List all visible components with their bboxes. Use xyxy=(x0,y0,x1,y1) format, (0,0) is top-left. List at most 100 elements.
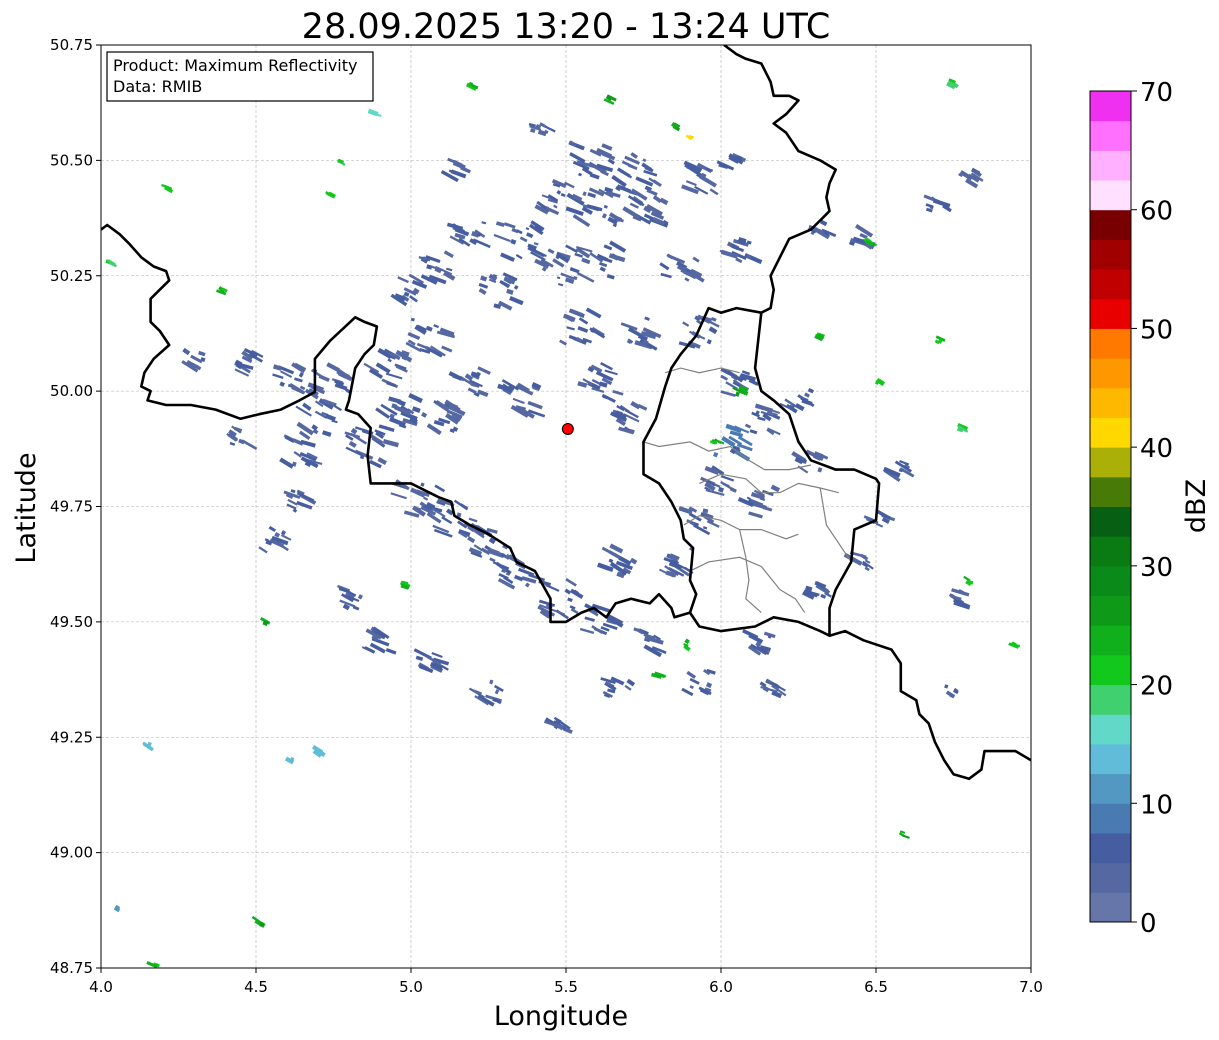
radar-echo xyxy=(706,339,712,345)
radar-echo xyxy=(527,409,546,418)
radar-echo xyxy=(630,400,641,410)
radar-echo xyxy=(694,315,701,322)
radar-echo xyxy=(612,389,624,396)
radar-echo xyxy=(448,402,459,409)
radar-echo xyxy=(624,172,633,179)
radar-echo xyxy=(865,239,874,247)
radar-echo xyxy=(284,756,295,765)
radar-echo xyxy=(532,385,541,391)
radar-echo xyxy=(443,250,454,259)
radar-echo xyxy=(434,484,446,493)
radar-echo xyxy=(689,685,694,689)
colorbar-band xyxy=(1090,358,1131,389)
colorbar-band xyxy=(1090,387,1131,418)
radar-echo xyxy=(528,122,537,128)
radar-echo xyxy=(757,416,766,422)
radar-echo xyxy=(348,440,357,448)
radar-echo xyxy=(564,588,572,595)
radar-echo xyxy=(820,593,827,599)
radar-echo xyxy=(161,183,173,190)
radar-echo xyxy=(299,452,317,462)
radar-echo xyxy=(734,425,750,434)
radar-echo xyxy=(511,227,519,234)
radar-echo xyxy=(454,227,470,237)
radar-echo xyxy=(312,428,319,435)
radar-echo xyxy=(190,354,203,364)
radar-echo xyxy=(670,121,680,130)
radar-echo xyxy=(395,365,408,373)
radar-echo xyxy=(598,188,614,199)
radar-echo xyxy=(589,163,607,174)
radar-echo xyxy=(290,489,296,494)
radar-echo xyxy=(337,372,352,381)
radar-echo xyxy=(277,365,295,375)
radar-echo xyxy=(375,407,391,419)
radar-echo xyxy=(292,508,298,513)
radar-echo xyxy=(480,275,488,282)
radar-echo xyxy=(970,172,984,182)
radar-echo xyxy=(759,497,766,502)
radar-echo xyxy=(706,167,714,172)
radar-echo xyxy=(732,386,741,393)
radar-echo xyxy=(692,256,700,263)
radar-echo xyxy=(702,526,708,530)
radar-echo xyxy=(552,258,565,268)
radar-echo xyxy=(748,378,759,387)
radar-echo xyxy=(477,232,482,237)
radar-echo xyxy=(731,250,747,261)
radar-echo xyxy=(603,204,608,209)
radar-echo xyxy=(515,405,527,413)
radar-echo xyxy=(744,423,752,429)
radar-echo xyxy=(428,274,447,285)
y-tick-label: 50.00 xyxy=(50,382,93,400)
radar-echo xyxy=(762,406,781,415)
radar-echo xyxy=(233,426,243,433)
radar-echo xyxy=(434,267,442,274)
radar-echo xyxy=(431,507,446,518)
radar-echo xyxy=(533,242,539,246)
radar-echo xyxy=(586,204,603,212)
radar-echo xyxy=(615,185,622,192)
y-tick-label: 49.50 xyxy=(50,613,93,631)
radar-echo xyxy=(302,402,312,411)
radar-echo xyxy=(642,158,647,163)
radar-echo xyxy=(296,421,315,436)
radar-echo xyxy=(608,212,622,222)
radar-echo xyxy=(718,486,724,493)
radar-echo xyxy=(802,591,815,600)
radar-echo xyxy=(591,625,603,635)
radar-echo xyxy=(899,460,910,466)
radar-echo xyxy=(545,206,560,216)
radar-echo xyxy=(652,216,666,226)
radar-echo xyxy=(321,430,332,437)
radar-echo xyxy=(608,253,626,263)
radar-echo xyxy=(729,448,736,455)
radar-echo xyxy=(560,272,575,281)
radar-echo xyxy=(753,489,765,497)
radar-echo xyxy=(615,410,628,419)
radar-echo xyxy=(489,557,496,563)
radar-echo xyxy=(864,566,870,572)
colorbar-band xyxy=(1090,150,1131,181)
radar-echo xyxy=(578,172,582,177)
radar-echo xyxy=(113,906,121,913)
radar-echo xyxy=(693,524,711,536)
radar-echo xyxy=(374,429,386,436)
radar-echo xyxy=(615,417,626,426)
radar-echo xyxy=(416,342,429,350)
radar-echo xyxy=(446,267,453,272)
radar-echo xyxy=(875,522,884,528)
radar-echo xyxy=(599,266,606,272)
radar-echo xyxy=(537,129,547,137)
radar-echo xyxy=(539,609,551,619)
y-tick-label: 49.75 xyxy=(50,498,93,516)
radar-echo xyxy=(395,479,410,491)
radar-echo xyxy=(589,172,600,180)
radar-echo xyxy=(345,446,364,457)
admin-boundary-line xyxy=(665,367,740,374)
radar-echo xyxy=(469,379,483,388)
radar-echo xyxy=(556,276,561,280)
radar-echo xyxy=(369,368,384,379)
radar-echo xyxy=(570,308,584,317)
radar-echo xyxy=(472,238,491,249)
